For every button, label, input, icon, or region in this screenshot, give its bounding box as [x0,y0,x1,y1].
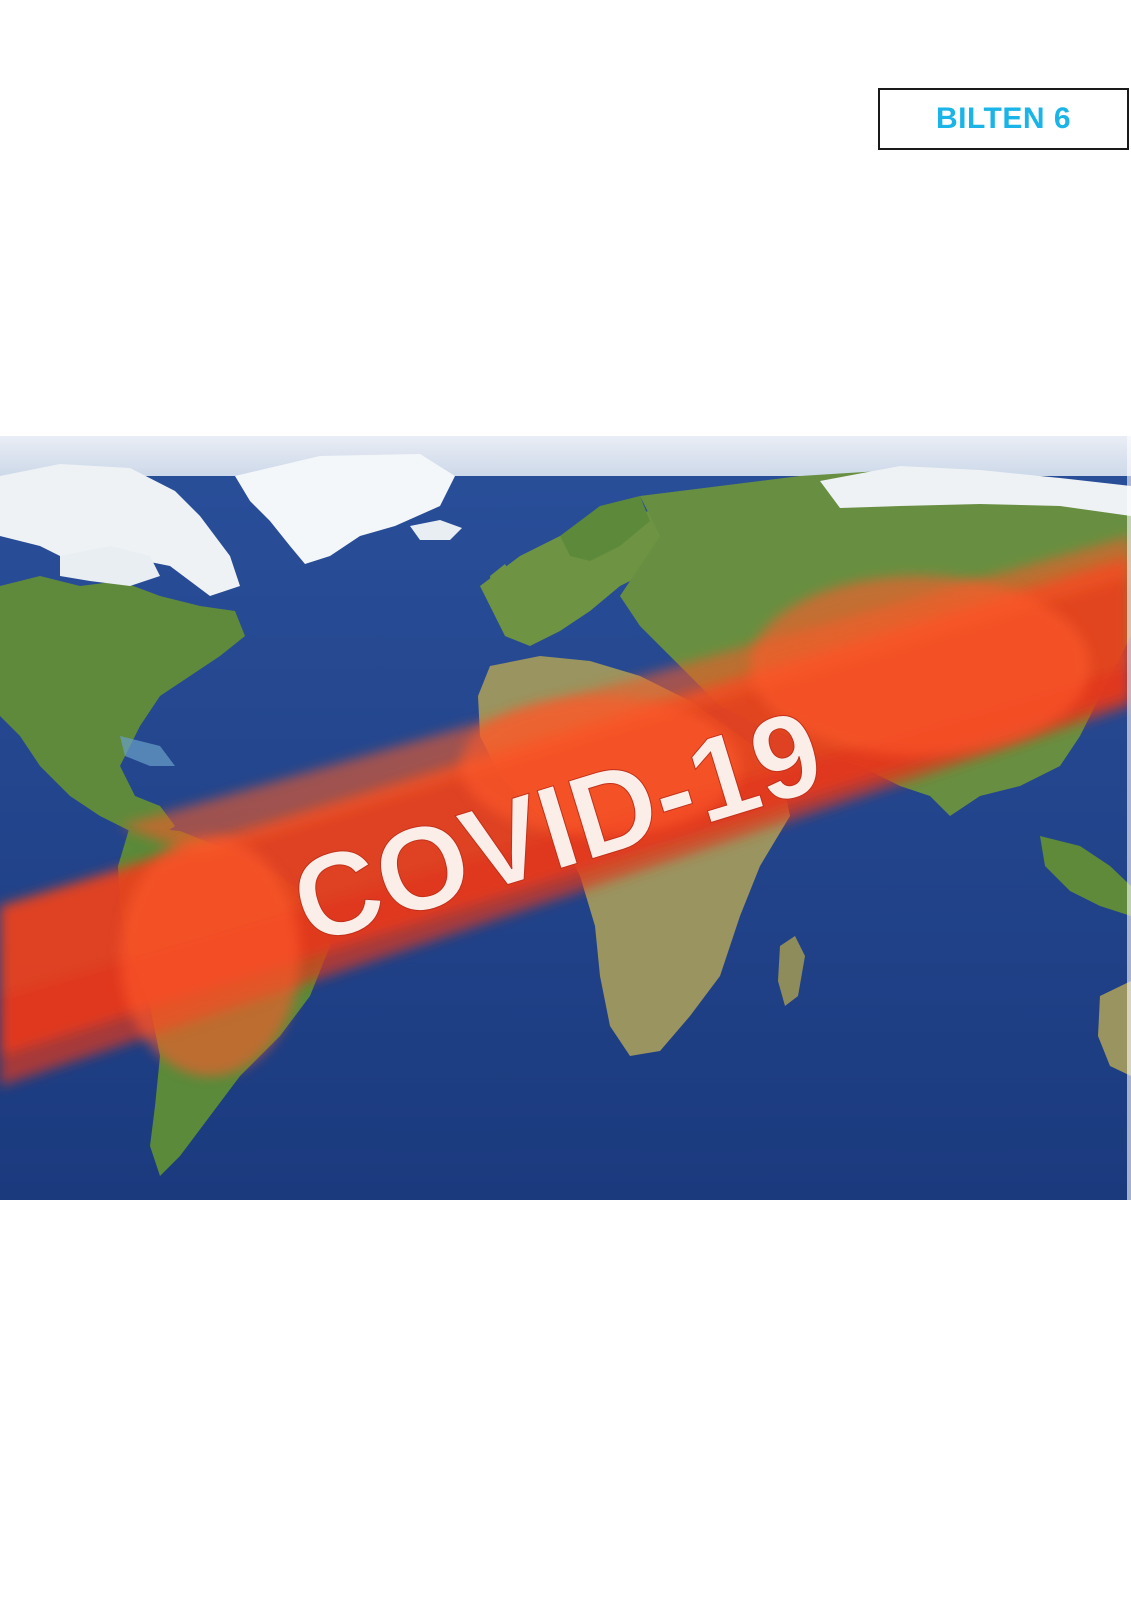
caribbean [120,736,175,766]
north-america [0,576,245,836]
greenland [235,454,455,564]
arctic-canada [0,464,240,596]
bulletin-badge: BILTEN 6 [878,88,1129,150]
world-map-illustration: COVID-19 [0,436,1131,1200]
uk [490,564,515,604]
iceland [410,520,462,540]
image-right-edge [1127,436,1131,1200]
australia-edge [1098,981,1131,1076]
band-highlights [120,576,1090,1076]
bulletin-badge-label: BILTEN 6 [935,102,1072,135]
madagascar [778,936,805,1006]
hudson-bay-ice [60,546,160,586]
siberia-ice [820,466,1131,516]
southeast-asia [1040,836,1131,916]
scandinavia [560,496,650,561]
cover-image: COVID-19 [0,436,1131,1200]
